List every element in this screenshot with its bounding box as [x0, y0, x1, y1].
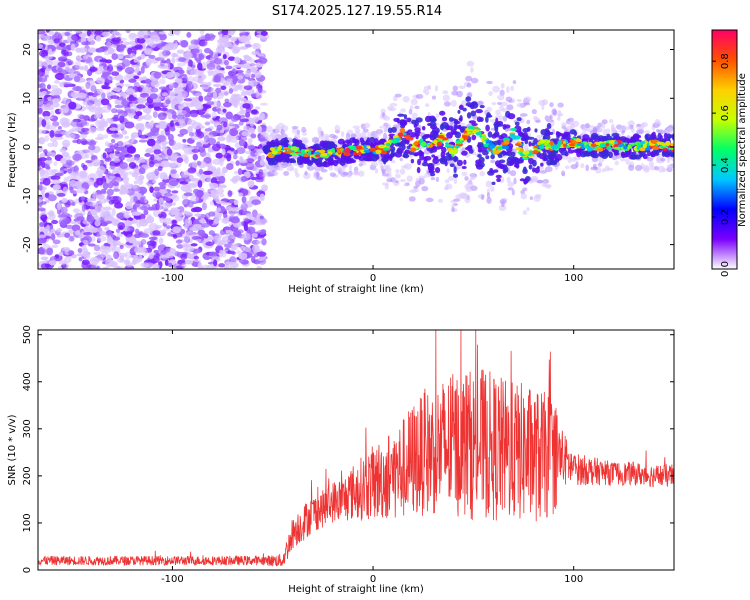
snr-background	[38, 330, 674, 570]
spectrogram-ytick-label: 0	[22, 144, 33, 150]
spectrogram-xlabel: Height of straight line (km)	[288, 284, 424, 295]
colorbar-tick-label: 0.8	[720, 53, 731, 69]
colorbar-tick-label: 0.0	[720, 261, 731, 277]
snr-ytick-label: 200	[22, 466, 33, 485]
snr-ytick-label: 300	[22, 419, 33, 438]
spectrogram-ytick-label: 20	[22, 43, 33, 56]
snr-ylabel: SNR (10 * v/v)	[7, 414, 18, 485]
spectrogram-xtick-label: -100	[161, 273, 184, 284]
spectrogram-frame	[37, 29, 675, 270]
snr-ytick-label: 500	[22, 325, 33, 344]
snr-xtick-label: 100	[564, 574, 583, 585]
spectrogram-ytick-label: -10	[22, 188, 33, 204]
colorbar-label: Normalized spectral amplitude	[737, 73, 748, 227]
snr-xlabel: Height of straight line (km)	[288, 584, 424, 595]
spectrogram-heatmap	[38, 30, 674, 269]
spectrogram-xtick-label: 0	[370, 273, 376, 284]
snr-ticks: -100 0 100 0 100 200 300 400 500	[22, 325, 674, 585]
snr-ytick-label: 400	[22, 372, 33, 391]
snr-ytick-label: 0	[22, 567, 33, 573]
snr-xtick-label: 0	[370, 574, 376, 585]
figure-title: S174.2025.127.19.55.R14	[272, 4, 442, 19]
colorbar-ticks: 0.0 0.2 0.4 0.6 0.8	[712, 53, 731, 277]
snr-series-line	[37, 330, 675, 567]
spectrogram-xtick-label: 100	[564, 273, 583, 284]
colorbar-tick-label: 0.2	[720, 209, 731, 225]
spectrogram-ylabel: Frequency (Hz)	[7, 112, 18, 188]
snr-xtick-label: -100	[161, 574, 184, 585]
colorbar: 0.0 0.2 0.4 0.6 0.8 Normalized spectral ampl…	[711, 29, 748, 277]
spectrogram-ytick-label: -20	[22, 236, 33, 252]
snr-ytick-label: 100	[22, 513, 33, 532]
spectrogram-ytick-label: 10	[22, 92, 33, 105]
colorbar-bar	[711, 29, 738, 270]
colorbar-tick-label: 0.4	[720, 157, 731, 173]
snr-frame	[37, 329, 675, 571]
snr-panel: -100 0 100 0 100 200 300 400 500 Height of strai…	[7, 325, 675, 595]
colorbar-tick-label: 0.6	[720, 105, 731, 121]
spectrogram-cells	[38, 30, 674, 269]
